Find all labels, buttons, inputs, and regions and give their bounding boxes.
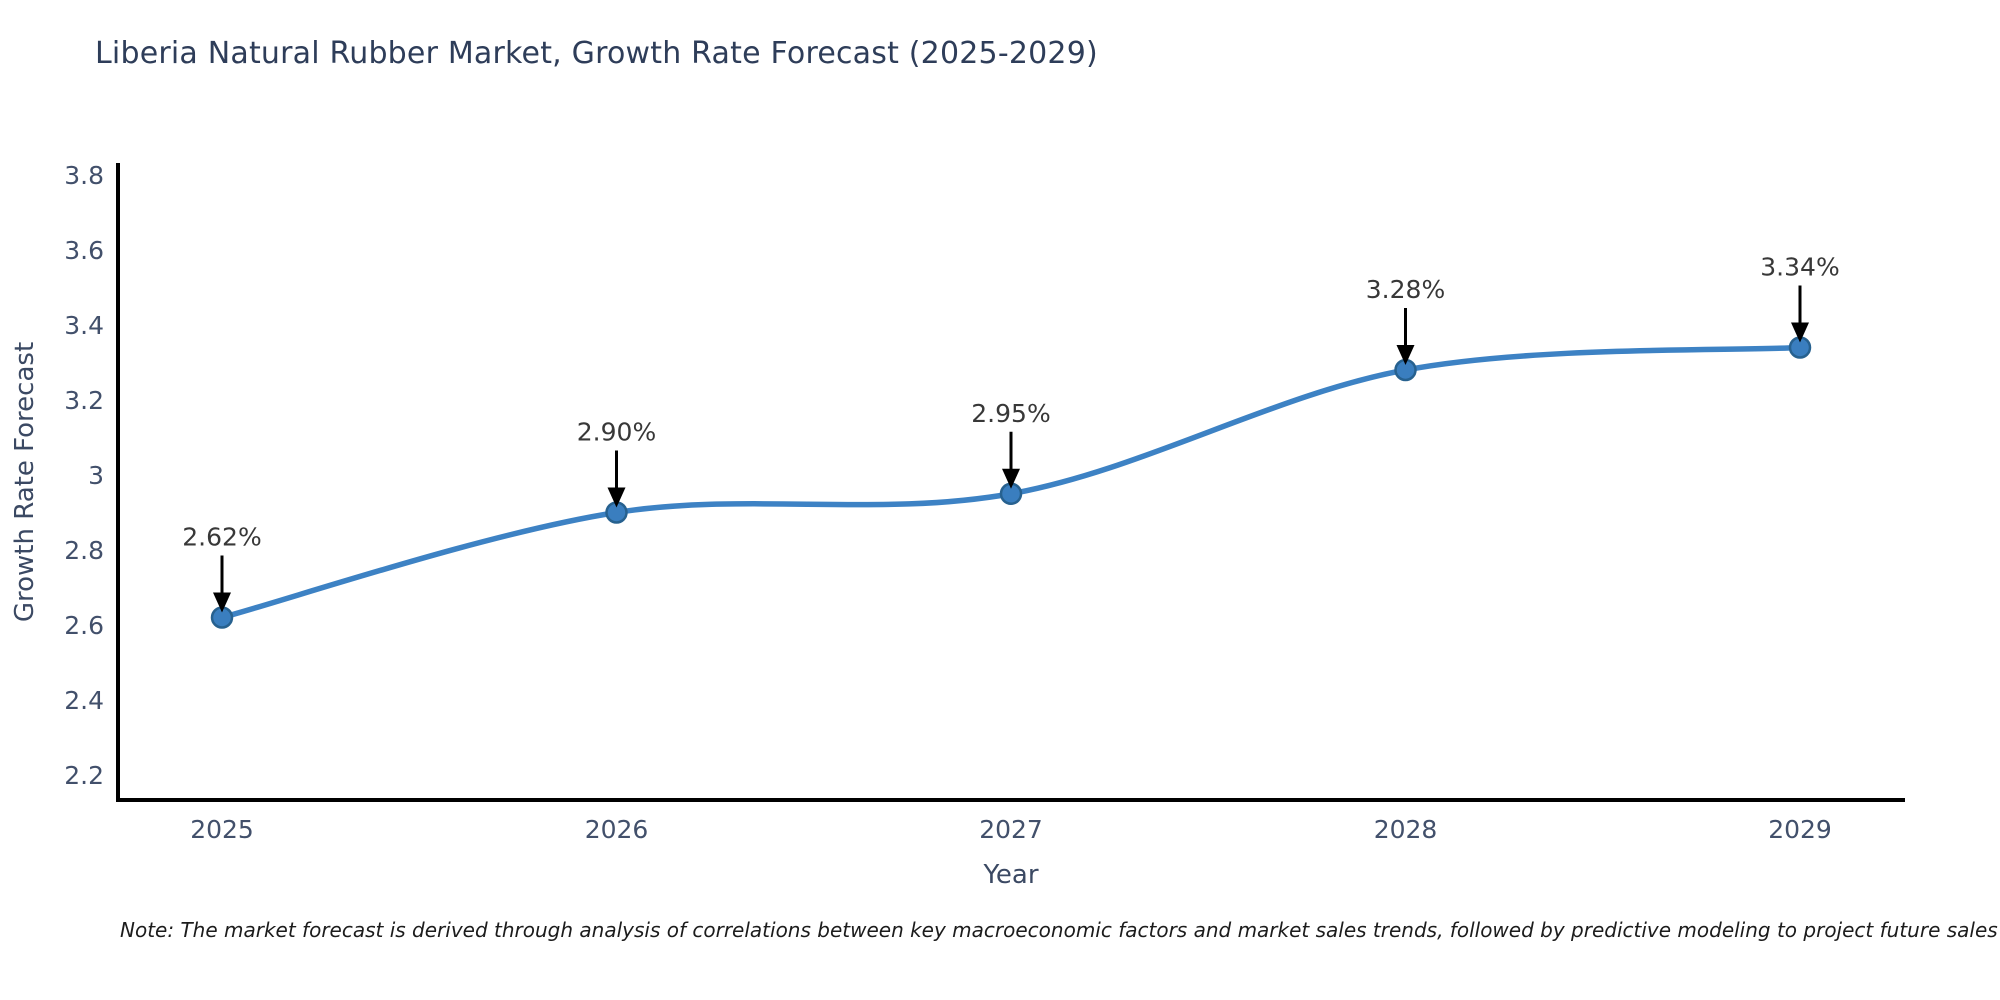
svg-text:3.6: 3.6: [64, 236, 104, 265]
x-axis-tick-labels: 2025 2026 2027 2028 2029: [190, 815, 1832, 844]
y-axis-tick-labels: 2.2 2.4 2.6 2.8 3 3.2 3.4 3.6 3.8: [64, 161, 104, 790]
chart-title: Liberia Natural Rubber Market, Growth Ra…: [95, 36, 1098, 71]
x-axis-title: Year: [983, 860, 1039, 890]
svg-text:2025: 2025: [190, 815, 254, 844]
footnote-text: Note: The market forecast is derived thr…: [120, 918, 1998, 942]
svg-text:3.4: 3.4: [64, 311, 104, 340]
svg-text:2.2: 2.2: [64, 761, 104, 790]
svg-text:2.8: 2.8: [64, 536, 104, 565]
svg-text:2027: 2027: [979, 815, 1043, 844]
svg-text:2029: 2029: [1768, 815, 1832, 844]
svg-text:2.4: 2.4: [64, 686, 104, 715]
axis-spines: [116, 163, 1905, 802]
svg-text:3: 3: [88, 461, 104, 490]
svg-text:2026: 2026: [585, 815, 649, 844]
svg-text:2.6: 2.6: [64, 611, 104, 640]
svg-text:3.28%: 3.28%: [1366, 275, 1445, 304]
svg-text:3.8: 3.8: [64, 161, 104, 190]
point-annotations: 2.62% 2.90% 2.95% 3.28% 3.34%: [182, 253, 1840, 613]
svg-text:2.95%: 2.95%: [971, 399, 1050, 428]
svg-text:2.90%: 2.90%: [577, 418, 656, 447]
svg-text:3.2: 3.2: [64, 386, 104, 415]
svg-text:2028: 2028: [1374, 815, 1438, 844]
svg-text:3.34%: 3.34%: [1760, 253, 1839, 282]
svg-text:2.62%: 2.62%: [182, 523, 261, 552]
